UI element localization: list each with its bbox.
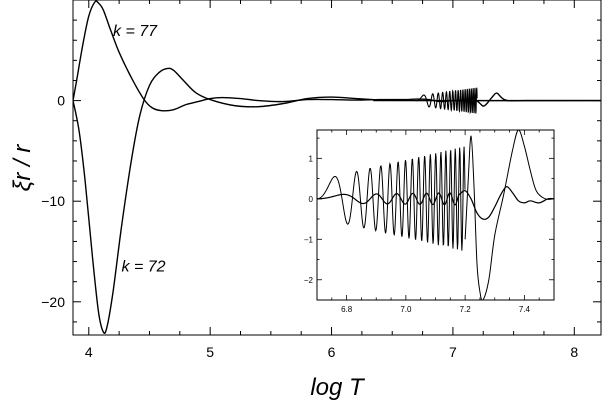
main-series-group (73, 0, 601, 334)
inset-x-tick-label: 7.0 (400, 305, 412, 314)
y-tick-label: −20 (41, 294, 65, 310)
inset-x-tick-label: 7.2 (460, 305, 472, 314)
main-oscillation-line (416, 87, 478, 115)
inset-plot: 6.8 7.0 7.2 7.4 1 0 −1 −2 (304, 129, 555, 314)
x-tick-label: 8 (570, 344, 578, 360)
inset-x-tick-label: 7.4 (519, 305, 531, 314)
y-tick-label: 0 (57, 93, 65, 109)
x-tick-label: 6 (328, 344, 336, 360)
annotation-k72: k = 72 (122, 259, 166, 276)
inset-series-large-oscillation (317, 146, 466, 251)
inset-series-small-tail (458, 186, 554, 220)
inset-y-tick-label: 0 (309, 195, 314, 204)
inset-series-small-oscillation (317, 192, 460, 206)
inset-series-group (317, 130, 554, 300)
x-tick-label: 4 (85, 344, 93, 360)
inset-series-large-tail (464, 130, 554, 300)
y-tick-label: −10 (41, 193, 65, 209)
x-tick-label: 5 (206, 344, 214, 360)
inset-x-tick-label: 6.8 (341, 305, 353, 314)
inset-y-tick-label: −2 (304, 276, 314, 285)
inset-y-tick-label: 1 (309, 154, 314, 163)
annotation-k77: k = 77 (113, 23, 158, 40)
inset-y-tick-label: −1 (304, 235, 314, 244)
y-axis-label: ξr / r (9, 144, 36, 192)
series-k72-line (73, 67, 601, 334)
inset-axis-ticks: 6.8 7.0 7.2 7.4 1 0 −1 −2 (304, 130, 555, 314)
plot-frame (72, 0, 602, 336)
x-axis-label: log T (310, 374, 366, 401)
x-tick-label: 7 (449, 344, 457, 360)
series-k77-line (73, 0, 601, 112)
